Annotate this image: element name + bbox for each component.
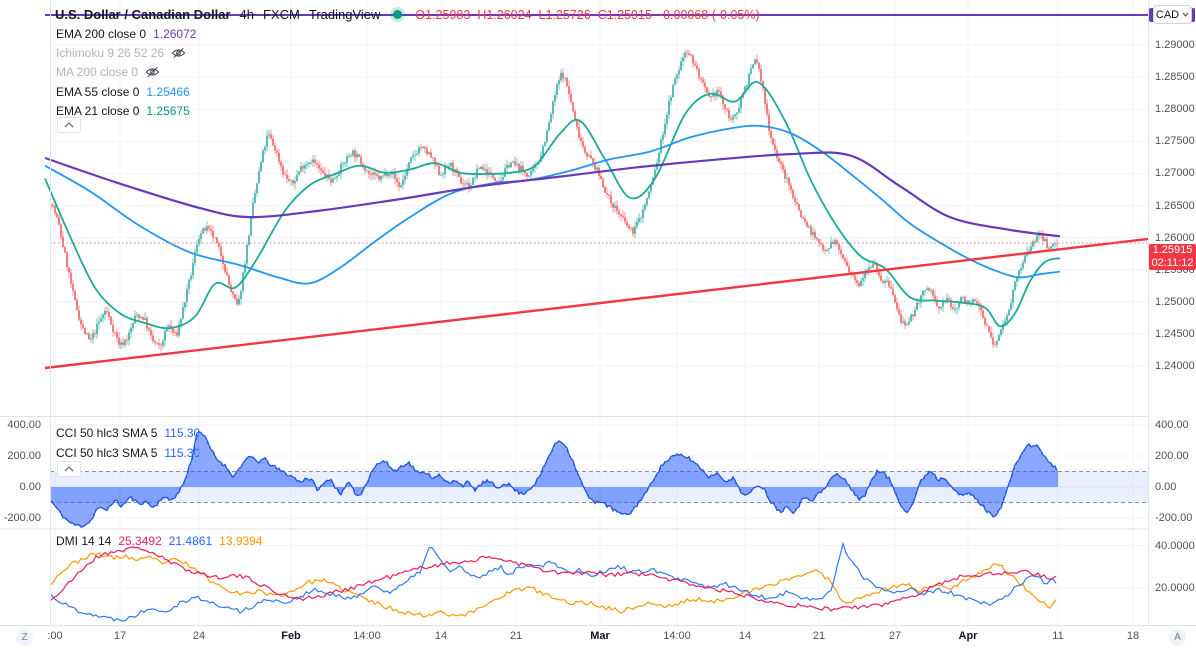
indicator-value: 115.30 <box>164 445 201 460</box>
legend-row[interactable]: MA 200 close 0 <box>56 64 160 81</box>
cci-left-axis-label: -200.00 <box>3 512 41 525</box>
cci-axis-label: 200.00 <box>1155 449 1189 462</box>
ohlc-change: -0.00068 (-0.05%) <box>658 7 760 22</box>
ohlc-low: L1.25726 <box>538 7 591 22</box>
visibility-off-icon[interactable] <box>171 47 186 59</box>
cci-legend-row[interactable]: CCI 50 hlc3 SMA 5 115.30 <box>56 444 200 461</box>
price-axis-label: 1.27500 <box>1155 135 1195 148</box>
time-axis-label: 18 <box>1126 630 1140 642</box>
price-axis-label: 1.28000 <box>1155 103 1195 116</box>
chevron-down-icon <box>1182 12 1189 17</box>
cci-axis-label: 400.00 <box>1155 418 1189 431</box>
price-axis-label: 1.26500 <box>1155 199 1195 212</box>
provider-label[interactable]: TradingView <box>308 7 381 22</box>
dmi-axis-label: 40.0000 <box>1155 539 1195 552</box>
time-axis-label: 21 <box>812 630 826 642</box>
legend-row[interactable]: EMA 200 close 0 1.26072 <box>56 25 196 42</box>
dmi-lines-layer <box>50 541 1057 622</box>
time-axis-label: 14:00 <box>663 630 691 642</box>
indicator-title: CCI 50 hlc3 SMA 5 <box>56 445 158 460</box>
price-axis-label: 1.25000 <box>1155 295 1195 308</box>
ohlc-close: C1.25915 <box>597 7 652 22</box>
price-axis-label: 1.27000 <box>1155 167 1195 180</box>
cci-legend-row[interactable]: CCI 50 hlc3 SMA 5 115.30 <box>56 424 200 441</box>
cci-left-axis-label: 400.00 <box>7 418 41 431</box>
indicator-title: MA 200 close 0 <box>56 65 139 80</box>
left-value-axis[interactable]: 400.00 200.00 0.00 -200.00 <box>0 0 50 625</box>
time-axis-label: Apr <box>958 630 978 642</box>
time-axis-label: 14:00 <box>353 630 381 642</box>
chevron-up-icon <box>64 122 74 128</box>
legend-row[interactable]: EMA 21 close 0 1.25675 <box>56 103 190 120</box>
indicator-value: 1.25466 <box>146 84 190 99</box>
cci-axis-label: 0.00 <box>1155 481 1177 493</box>
dmi-legend-row[interactable]: DMI 14 14 25.3492 21.4861 13.9394 <box>56 532 263 549</box>
price-axis-label: 1.24500 <box>1155 327 1195 340</box>
last-price-label: 1.25915 02:11:12 <box>1149 243 1196 270</box>
time-axis-label: 14 <box>434 630 448 642</box>
legend-collapse-button[interactable] <box>57 117 81 133</box>
indicator-value: 21.4861 <box>168 533 213 548</box>
currency-dropdown-button[interactable]: CAD <box>1153 5 1192 24</box>
indicator-title: EMA 200 close 0 <box>56 26 147 41</box>
visibility-off-icon[interactable] <box>145 66 160 78</box>
indicator-value: 115.30 <box>164 425 201 440</box>
auto-badge[interactable]: A <box>1169 629 1186 646</box>
panel-separators <box>0 0 1148 625</box>
cci-left-axis-label: 200.00 <box>7 449 41 462</box>
indicator-value: 13.9394 <box>219 533 263 548</box>
indicator-title: EMA 21 close 0 <box>56 104 140 119</box>
cci-left-axis-label: 0.00 <box>19 481 41 493</box>
legend-row[interactable]: Ichimoku 9 26 52 26 <box>56 44 186 61</box>
indicator-title: DMI 14 14 <box>56 533 112 548</box>
indicator-title: CCI 50 hlc3 SMA 5 <box>56 425 158 440</box>
price-axis-label: 1.26000 <box>1155 231 1195 244</box>
chart-title-bar: U.S. Dollar / Canadian Dollar 4h FXCM Tr… <box>55 7 760 22</box>
timezone-badge[interactable]: Z <box>16 629 33 646</box>
time-axis-label: 21 <box>509 630 523 642</box>
time-axis[interactable]: Z A :00 17 24 Feb 14:00 14 21 Mar 14:00 14 21 27 Apr… <box>0 625 1196 648</box>
trendline-drawing <box>44 237 1149 370</box>
time-axis-label: 27 <box>888 630 902 642</box>
cci-axis-label: -200.00 <box>1155 512 1193 525</box>
indicator-title: EMA 55 close 0 <box>56 84 140 99</box>
candles-layer <box>50 49 1058 351</box>
indicator-value: 1.26072 <box>153 26 197 41</box>
symbol-title[interactable]: U.S. Dollar / Canadian Dollar <box>55 7 231 22</box>
ohlc-high: H1.26024 <box>477 7 532 22</box>
market-status-icon[interactable] <box>393 10 403 19</box>
time-axis-label: Mar <box>590 630 610 642</box>
time-axis-label: 24 <box>192 630 206 642</box>
price-axis-label: 1.24000 <box>1155 360 1195 372</box>
currency-label: CAD <box>1155 8 1180 21</box>
price-axis-label: 1.28500 <box>1155 71 1195 84</box>
time-axis-label: 14 <box>738 630 752 642</box>
ema-lines-layer <box>44 81 1061 330</box>
time-axis-label: Feb <box>281 630 301 642</box>
indicator-title: Ichimoku 9 26 52 26 <box>56 45 165 60</box>
indicator-value: 25.3492 <box>118 533 162 548</box>
time-axis-label: 17 <box>113 630 127 642</box>
cci-legend-collapse-button[interactable] <box>57 461 81 477</box>
time-axis-label: :00 <box>47 630 63 642</box>
interval-label[interactable]: 4h <box>239 7 255 22</box>
price-axis[interactable]: 1.29000 1.28500 1.28000 1.27500 1.27000 1.265… <box>1148 0 1196 625</box>
ohlc-open: O1.25983 <box>415 7 471 22</box>
ohlc-values: O1.25983 H1.26024 L1.25726 C1.25915 -0.0… <box>415 8 759 22</box>
time-axis-label: 11 <box>1052 630 1064 642</box>
bar-countdown: 02:11:12 <box>1151 256 1194 269</box>
dmi-axis-label: 20.0000 <box>1155 582 1195 594</box>
legend-row[interactable]: EMA 55 close 0 1.25466 <box>56 83 190 100</box>
cci-histogram <box>50 430 1058 528</box>
price-axis-label: 1.29000 <box>1155 39 1195 51</box>
exchange-label: FXCM <box>263 7 300 22</box>
indicator-value: 1.25675 <box>146 104 190 119</box>
chevron-up-icon <box>64 466 74 472</box>
last-price-value: 1.25915 <box>1152 243 1193 256</box>
